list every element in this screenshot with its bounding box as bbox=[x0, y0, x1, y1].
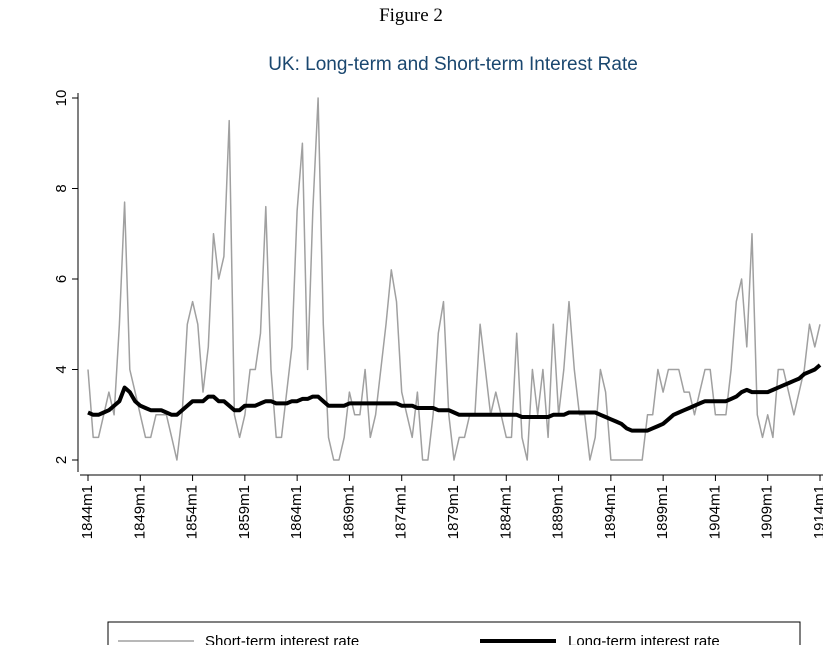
y-tick-label: 4 bbox=[53, 365, 70, 373]
figure-label: Figure 2 bbox=[379, 5, 443, 26]
x-tick-label: 1869m1 bbox=[340, 485, 357, 539]
x-tick-label: 1914m1 bbox=[811, 485, 823, 539]
y-tick-label: 6 bbox=[53, 275, 70, 283]
x-tick-label: 1879m1 bbox=[445, 485, 462, 539]
x-tick-label: 1854m1 bbox=[184, 485, 201, 539]
legend-label: Long-term interest rate bbox=[568, 633, 720, 645]
series-line bbox=[87, 97, 821, 461]
x-tick-label: 1884m1 bbox=[497, 485, 514, 539]
x-tick-label: 1904m1 bbox=[706, 485, 723, 539]
x-tick-label: 1909m1 bbox=[759, 485, 776, 539]
legend-label: Short-term interest rate bbox=[205, 633, 359, 645]
y-tick-label: 10 bbox=[53, 90, 70, 107]
x-tick-label: 1844m1 bbox=[79, 485, 96, 539]
x-tick-label: 1859m1 bbox=[236, 485, 253, 539]
x-tick-label: 1864m1 bbox=[288, 485, 305, 539]
x-tick-label: 1889m1 bbox=[550, 485, 567, 539]
x-tick-label: 1874m1 bbox=[393, 485, 410, 539]
x-tick-label: 1849m1 bbox=[131, 485, 148, 539]
series-line bbox=[87, 363, 822, 433]
y-tick-label: 8 bbox=[53, 184, 70, 192]
chart-title: UK: Long-term and Short-term Interest Ra… bbox=[268, 54, 638, 75]
x-tick-label: 1894m1 bbox=[602, 485, 619, 539]
y-tick-label: 2 bbox=[53, 456, 70, 464]
x-tick-label: 1899m1 bbox=[654, 485, 671, 539]
legend-box bbox=[107, 621, 801, 645]
